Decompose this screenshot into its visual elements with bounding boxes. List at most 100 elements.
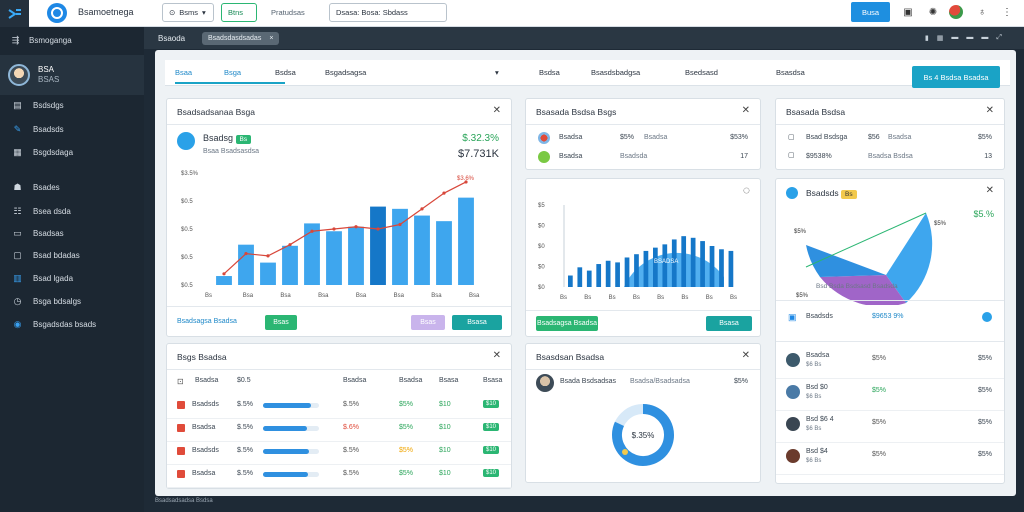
table-row[interactable]: Bsadsa $.5% $.6% $5% $10 $10 bbox=[167, 420, 511, 440]
list-item[interactable]: Bsadsa $6 Bs $5% $5% bbox=[776, 349, 1004, 377]
tab-6[interactable]: Bsedsasd bbox=[685, 68, 718, 77]
divider bbox=[167, 306, 511, 307]
status-toggle[interactable]: Btns bbox=[221, 3, 257, 22]
pie-slice bbox=[820, 275, 906, 305]
list-item[interactable]: Bsd $6 4 $6 Bs $5% $5% bbox=[776, 413, 1004, 441]
metric-change: $.32.3% bbox=[462, 133, 499, 144]
metric-value: $7.731K bbox=[458, 148, 499, 160]
user-avatar[interactable] bbox=[949, 5, 963, 19]
sidebar-item-2[interactable]: ▦ Bsgdsdaga bbox=[12, 147, 73, 158]
row-col5: $10 bbox=[439, 470, 451, 477]
row-value: 17 bbox=[740, 153, 748, 160]
table-row[interactable]: Bsadsa $.5% $.5% $5% $10 $10 bbox=[167, 466, 511, 486]
tab-0[interactable]: Bsaa bbox=[175, 68, 193, 77]
row-divider bbox=[776, 442, 1004, 443]
list-icon[interactable]: ▬ bbox=[966, 34, 974, 41]
sidebar-user[interactable]: BSA BSAS bbox=[0, 55, 144, 95]
refresh-icon[interactable]: ◌ bbox=[742, 183, 750, 197]
close-icon[interactable]: ✕ bbox=[492, 105, 501, 116]
workspace-select[interactable]: ⊙ Bsms ▾ bbox=[162, 3, 214, 22]
list-icon[interactable]: ▬ bbox=[951, 34, 959, 41]
chevron-down-icon[interactable]: ▾ bbox=[495, 68, 499, 77]
info-icon[interactable] bbox=[982, 312, 992, 322]
list-item[interactable]: Bsd $0 $6 Bs $5% $5% bbox=[776, 381, 1004, 409]
collapse-icon[interactable]: ⇶ bbox=[11, 35, 20, 45]
tab-4[interactable]: Bsdsa bbox=[539, 68, 560, 77]
row-value: $5% bbox=[977, 134, 992, 141]
sidebar-item-3[interactable]: ☗ Bsades bbox=[12, 182, 59, 193]
search-field[interactable]: Dsasa: Bosa: Sbdass bbox=[329, 3, 447, 22]
footer-link[interactable]: Bsadsagsa Bsadsa bbox=[177, 318, 237, 325]
footer-button[interactable]: Bsadsagsa Bsadsa bbox=[536, 316, 598, 331]
trend-line bbox=[223, 181, 467, 275]
expand-icon[interactable]: ⤢ bbox=[996, 34, 1002, 41]
more-icon[interactable]: ⋮ bbox=[1002, 6, 1012, 18]
close-icon[interactable]: ✕ bbox=[741, 350, 750, 361]
sidebar-header-label: Bsmoganga bbox=[29, 36, 72, 45]
chevron-down-icon: ▾ bbox=[202, 8, 206, 17]
column-header[interactable]: Bsadsa bbox=[399, 377, 423, 384]
list-item[interactable]: Bsd $4 $6 Bs $5% $5% bbox=[776, 445, 1004, 473]
tab-bar: Bsaa Bsga Bsdsa Bsgadsagsa ▾ Bsdsa Bsasd… bbox=[165, 60, 1010, 88]
sidebar-item-1[interactable]: ✎ Bsadsds bbox=[12, 124, 64, 135]
divider bbox=[167, 369, 511, 370]
column-header[interactable]: Bsasa bbox=[483, 377, 503, 384]
sidebar-item-9[interactable]: ◉ Bsgadsdas bsads bbox=[12, 319, 97, 330]
column-header[interactable]: Bsadsa bbox=[195, 377, 219, 384]
primary-action-button[interactable]: Busa bbox=[851, 2, 890, 22]
filter-chip[interactable]: Bsadsdasdsadas × bbox=[202, 32, 280, 45]
revenue-card: Bsadsadsanaa Bsga ✕ Bsadsg Bs Bsaa Bsads… bbox=[166, 98, 512, 337]
row-name: Bsadsds bbox=[192, 401, 219, 408]
sidebar: ⇶ Bsmoganga BSA BSAS ▤ Bsdsdgs ✎ Bsadsds ▦… bbox=[0, 27, 144, 512]
settings-icon[interactable]: ✺ bbox=[928, 6, 938, 18]
close-icon[interactable]: ✕ bbox=[985, 105, 994, 116]
close-icon[interactable]: × bbox=[269, 35, 274, 42]
bar bbox=[348, 226, 364, 285]
sidebar-item-0[interactable]: ▤ Bsdsdgs bbox=[12, 100, 63, 111]
select-all-checkbox[interactable]: ⊡ bbox=[177, 377, 184, 386]
nav-link[interactable]: Pratudsas bbox=[271, 8, 305, 17]
list-icon[interactable]: ▬ bbox=[981, 34, 989, 41]
sidebar-item-8[interactable]: ◷ Bsga bdsalgs bbox=[12, 296, 81, 307]
pin-icon[interactable]: ▮ bbox=[924, 35, 929, 42]
app-menu-icon[interactable] bbox=[0, 0, 29, 27]
column-header[interactable]: $0.5 bbox=[237, 377, 251, 384]
save-button[interactable]: Bsas bbox=[265, 315, 297, 330]
table-row[interactable]: Bsadsds $.5% $.5% $5% $10 $10 bbox=[167, 443, 511, 463]
sidebar-item-6[interactable]: ▢ Bsad bdadas bbox=[12, 250, 79, 261]
export-button[interactable]: Bsasa bbox=[706, 316, 752, 331]
line-point bbox=[398, 222, 402, 227]
column-header[interactable]: Bsasa bbox=[439, 377, 459, 384]
tab-3[interactable]: Bsgadsagsa bbox=[325, 68, 367, 77]
trend-line bbox=[805, 212, 927, 268]
close-icon[interactable]: ✕ bbox=[985, 185, 994, 196]
globe-icon: ◉ bbox=[13, 319, 22, 329]
main-panel: Bsaa Bsga Bsdsa Bsgadsagsa ▾ Bsdsa Bsasd… bbox=[155, 50, 1016, 504]
secondary-button[interactable]: Bsas bbox=[411, 315, 445, 330]
bar bbox=[700, 241, 705, 287]
filter-chip-label: Bsadsdasdsadas bbox=[208, 35, 262, 42]
add-widget-button[interactable]: Bs 4 Bsdsa Bsadsa bbox=[912, 66, 1000, 88]
bell-icon[interactable]: ♁ bbox=[978, 6, 986, 18]
doc-icon: ▢ bbox=[788, 152, 795, 159]
bar bbox=[260, 262, 276, 285]
sidebar-item-7[interactable]: ▥ Bsad lgada bbox=[12, 273, 73, 284]
tab-2[interactable]: Bsdsa bbox=[275, 68, 296, 77]
close-icon[interactable]: ✕ bbox=[741, 105, 750, 116]
tab-5[interactable]: Bsasdsbadgsa bbox=[591, 68, 641, 77]
sidebar-item-label: Bsea dsda bbox=[33, 207, 71, 216]
top-bar: Bsamoetnega ⊙ Bsms ▾ Btns Pratudsas Dsas… bbox=[0, 0, 1024, 27]
sidebar-item-4[interactable]: ☷ Bsea dsda bbox=[12, 206, 71, 217]
tab-1[interactable]: Bsga bbox=[224, 68, 242, 77]
export-button[interactable]: Bsasa bbox=[452, 315, 502, 330]
sidebar-item-5[interactable]: ▭ Bsadsas bbox=[12, 228, 63, 239]
column-header[interactable]: Bsadsa bbox=[343, 377, 367, 384]
grid-icon[interactable]: ▦ bbox=[936, 35, 944, 42]
row-mid: Bsadsa bbox=[644, 134, 668, 141]
close-icon[interactable]: ✕ bbox=[492, 350, 501, 361]
notification-icon[interactable]: ▣ bbox=[903, 6, 913, 18]
tab-7[interactable]: Bsasdsa bbox=[776, 68, 805, 77]
bar bbox=[653, 247, 658, 287]
table-row[interactable]: Bsadsds $.5% $.5% $5% $10 $10 bbox=[167, 397, 511, 417]
list-value: $9653 9% bbox=[872, 313, 904, 320]
